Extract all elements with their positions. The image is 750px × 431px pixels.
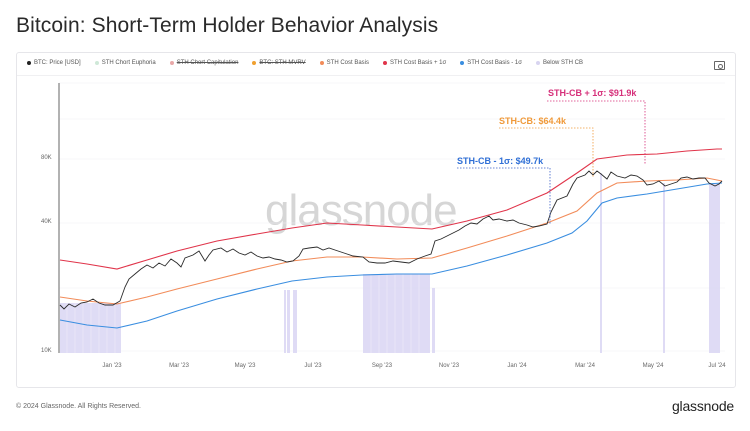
legend-divider xyxy=(17,75,735,76)
chart-card: BTC: Price [USD] STH Chort Euphoria STH … xyxy=(16,52,736,388)
page-title: Bitcoin: Short-Term Holder Behavior Anal… xyxy=(16,14,439,37)
footer-copyright: © 2024 Glassnode. All Rights Reserved. xyxy=(16,403,142,410)
legend-dot-icon xyxy=(94,61,99,65)
legend-dot-icon xyxy=(169,61,174,65)
x-tick-mar-24: Mar '24 xyxy=(575,363,595,369)
annotation-sth-cb-minus: STH-CB - 1σ: $49.7k xyxy=(457,156,544,166)
x-tick-jul-24: Jul '24 xyxy=(708,363,726,369)
x-tick-mar-23: Mar '23 xyxy=(169,363,189,369)
legend-dot-icon xyxy=(319,61,324,65)
chart-legend: BTC: Price [USD] STH Chort Euphoria STH … xyxy=(27,60,583,66)
x-tick-nov-23: Nov '23 xyxy=(438,363,460,369)
legend-dot-icon xyxy=(460,61,465,65)
x-tick-sep-23: Sep '23 xyxy=(371,363,393,369)
camera-icon[interactable] xyxy=(714,61,725,70)
y-tick-10k: 10K xyxy=(41,348,52,354)
x-tick-jan-23: Jan '23 xyxy=(102,363,122,369)
x-tick-jul-23: Jul '23 xyxy=(304,363,322,369)
x-tick-may-23: May '23 xyxy=(234,363,256,369)
legend-item-btc-price[interactable]: BTC: Price [USD] xyxy=(27,60,81,66)
legend-dot-icon xyxy=(383,61,387,65)
y-tick-40k: 40K xyxy=(41,219,52,225)
legend-item-sth-euphoria[interactable]: STH Chort Euphoria xyxy=(94,60,156,66)
legend-dot-icon xyxy=(27,61,31,65)
x-tick-jan-24: Jan '24 xyxy=(507,363,527,369)
legend-item-sth-cb-plus[interactable]: STH Cost Basis + 1σ xyxy=(383,60,446,66)
x-tick-may-24: May '24 xyxy=(642,363,664,369)
legend-dot-icon xyxy=(252,61,257,65)
legend-item-sth-cost-basis[interactable]: STH Cost Basis xyxy=(319,60,369,66)
footer-brand-logo: glassnode xyxy=(671,398,734,414)
annotation-sth-cb-plus: STH-CB + 1σ: $91.9k xyxy=(548,88,637,98)
chart-plot xyxy=(58,82,725,353)
y-tick-80k: 80K xyxy=(41,155,52,161)
legend-dot-icon xyxy=(535,61,540,65)
legend-item-sth-capitulation[interactable]: STH Chort Capitulation xyxy=(169,60,238,66)
legend-item-below-sth-cb[interactable]: Below STH CB xyxy=(535,60,583,66)
legend-item-sth-cb-minus[interactable]: STH Cost Basis - 1σ xyxy=(460,60,522,66)
legend-item-sth-mvrv[interactable]: BTC: STH MVRV xyxy=(252,60,306,66)
annotation-sth-cb: STH-CB: $64.4k xyxy=(499,116,567,126)
